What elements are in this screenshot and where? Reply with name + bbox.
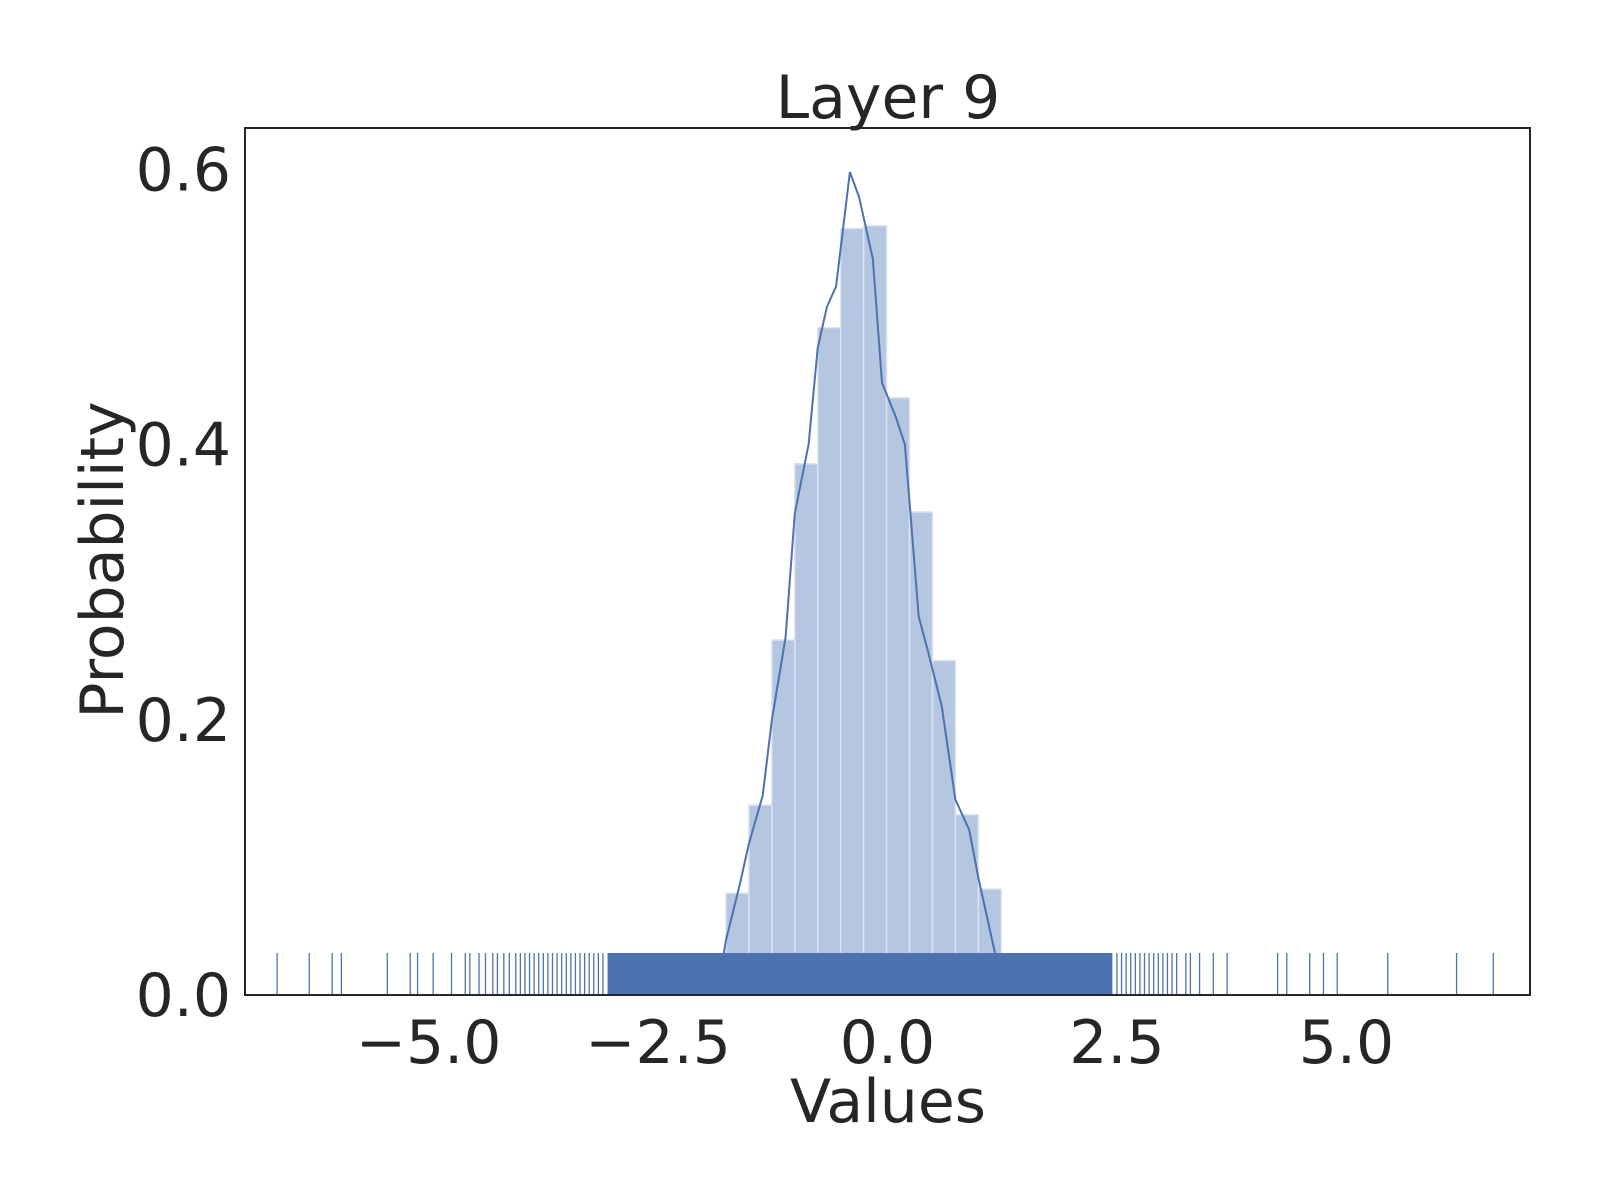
rug-marks (276, 953, 1494, 995)
histogram-bar (931, 659, 957, 996)
plot-frame (244, 127, 1531, 996)
y-axis-ticks: 0.0 0.2 0.4 0.6 (136, 135, 231, 1031)
x-axis-label: Values (790, 1067, 986, 1137)
y-axis-label: Probability (68, 401, 138, 718)
histogram-bars (725, 224, 1003, 996)
x-tick-label: 5.0 (1299, 1008, 1394, 1078)
x-tick-label: −5.0 (356, 1008, 502, 1078)
x-tick-label: −2.5 (585, 1008, 731, 1078)
y-tick-label: 0.0 (136, 961, 231, 1031)
chart-title: Layer 9 (776, 63, 1001, 133)
histogram-bar (839, 227, 865, 996)
histogram-bar (816, 326, 842, 996)
y-tick-label: 0.2 (136, 686, 231, 756)
histogram-bar (771, 639, 796, 996)
y-tick-label: 0.6 (136, 135, 231, 205)
y-tick-label: 0.4 (136, 411, 231, 481)
kde-curve-group (715, 171, 1052, 996)
x-tick-label: 0.0 (840, 1008, 935, 1078)
histogram-bar (908, 511, 934, 996)
histogram-bar (862, 224, 888, 996)
rug-dense-band (607, 953, 1113, 995)
x-axis-ticks: −5.0 −2.5 0.0 2.5 5.0 (356, 1008, 1394, 1078)
kde-line (715, 171, 1052, 996)
x-tick-label: 2.5 (1069, 1008, 1164, 1078)
histogram-bar (794, 463, 819, 996)
histogram-bar (885, 396, 911, 996)
